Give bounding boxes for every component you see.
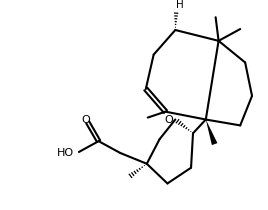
Text: O: O xyxy=(81,116,90,126)
Polygon shape xyxy=(206,119,217,145)
Text: H: H xyxy=(176,0,184,10)
Text: O: O xyxy=(164,116,173,126)
Text: HO: HO xyxy=(57,148,74,158)
